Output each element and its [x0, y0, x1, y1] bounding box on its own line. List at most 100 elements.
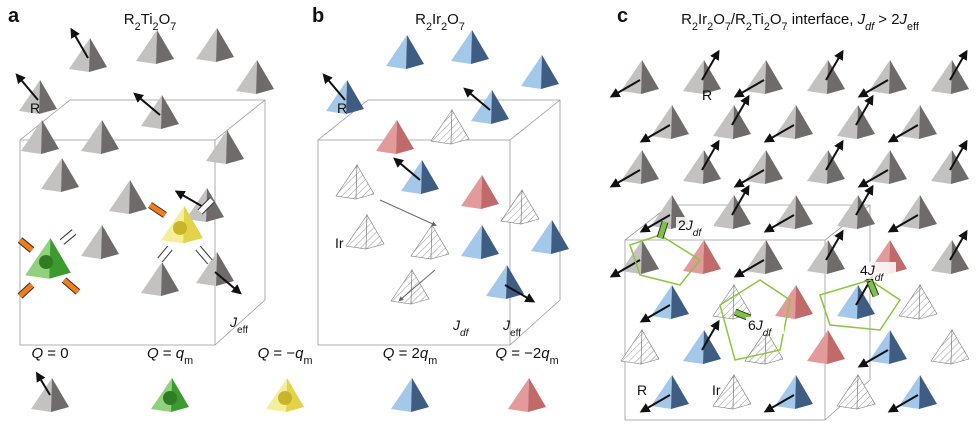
tetrahedron [531, 220, 569, 254]
panel-letter: b [312, 5, 324, 27]
text-segment: Q [258, 345, 270, 362]
face [366, 215, 384, 249]
text-segment: Ir [712, 382, 721, 398]
figure: aR2Ti2O7RJeffbR2Ir2O7RIrJdfJeffcR2Ir2O7/… [0, 0, 977, 430]
face [336, 165, 357, 199]
tetrahedron [643, 375, 689, 411]
page: {"panels": [ {"letter": "a", "title": [{… [0, 0, 977, 430]
text-segment: Q [495, 345, 507, 362]
text-segment: R [337, 100, 347, 116]
face [683, 330, 704, 364]
face [931, 60, 952, 94]
face [951, 150, 969, 184]
tetrahedron [521, 55, 559, 89]
face [765, 240, 783, 274]
text-segment: m [550, 355, 559, 367]
face [411, 225, 432, 259]
text-segment: 2 [678, 217, 686, 233]
tetrahedron [508, 378, 546, 412]
tetrahedron [336, 165, 374, 199]
face [837, 195, 858, 229]
face [671, 285, 689, 319]
face [857, 195, 875, 229]
tetrahedron [206, 130, 244, 164]
tetrahedron [346, 215, 384, 249]
text-segment: eff [510, 328, 521, 339]
face [501, 190, 522, 224]
monopole [39, 255, 53, 269]
face [396, 120, 414, 154]
tetrahedron [486, 265, 532, 301]
face [671, 105, 689, 139]
tetrahedron [931, 233, 969, 274]
label: R [702, 87, 712, 103]
face [206, 130, 227, 164]
face [919, 285, 937, 319]
face [827, 330, 845, 364]
face [141, 262, 162, 296]
tetrahedron [386, 35, 424, 69]
face [386, 35, 407, 69]
tetrahedron [931, 143, 969, 184]
text-segment: = −2 [507, 345, 541, 362]
text-segment: R [702, 87, 712, 103]
tetrahedron [713, 188, 751, 229]
face [827, 150, 845, 184]
text-segment: df [875, 273, 885, 284]
tetrahedron [775, 285, 813, 319]
label: R [30, 100, 40, 116]
text-segment: 4 [860, 262, 868, 278]
text-segment: df [763, 328, 773, 339]
tetrahedron [899, 285, 937, 319]
text-segment: eff [237, 325, 248, 336]
face [641, 60, 659, 94]
tetrahedron [196, 28, 234, 62]
tetrahedron [683, 323, 721, 364]
text-segment: = 2 [394, 345, 419, 362]
text-segment: /R [731, 11, 746, 28]
face [401, 160, 422, 194]
face [461, 175, 482, 209]
panel-letter: c [617, 5, 628, 27]
text-segment: Ti [752, 11, 764, 28]
face [733, 375, 751, 409]
face [156, 30, 174, 64]
label: R2Ir2O7/R2Ti2O7 interface, Jdf > 2Jeff [681, 11, 920, 33]
face [931, 240, 952, 274]
face [951, 240, 969, 274]
face [951, 60, 969, 94]
face [528, 378, 546, 412]
monopole [163, 391, 177, 405]
tetrahedron [737, 150, 783, 186]
tetrahedron [466, 90, 509, 124]
face [39, 80, 57, 114]
tetrahedron [41, 158, 79, 192]
face [486, 265, 507, 299]
tetrahedron [21, 120, 59, 154]
face [521, 55, 542, 89]
text-segment: Ir [335, 235, 344, 251]
face [703, 240, 721, 274]
tetrahedron [767, 195, 813, 231]
text-segment: O [159, 11, 171, 28]
tetrahedron [807, 330, 845, 364]
face [919, 375, 937, 409]
tetrahedron [461, 175, 499, 209]
text-segment: eff [907, 21, 920, 33]
face [531, 220, 552, 254]
face [451, 110, 469, 144]
tetrahedron [931, 330, 969, 364]
tetrahedron [643, 105, 689, 141]
face [471, 90, 492, 124]
face [889, 150, 907, 184]
face [236, 60, 257, 94]
face [376, 120, 397, 154]
face [471, 30, 489, 64]
face [81, 225, 102, 259]
face [109, 180, 130, 214]
face [837, 285, 858, 319]
tetrahedron [396, 160, 439, 194]
face [89, 38, 107, 72]
face [411, 270, 429, 304]
face [919, 105, 937, 139]
